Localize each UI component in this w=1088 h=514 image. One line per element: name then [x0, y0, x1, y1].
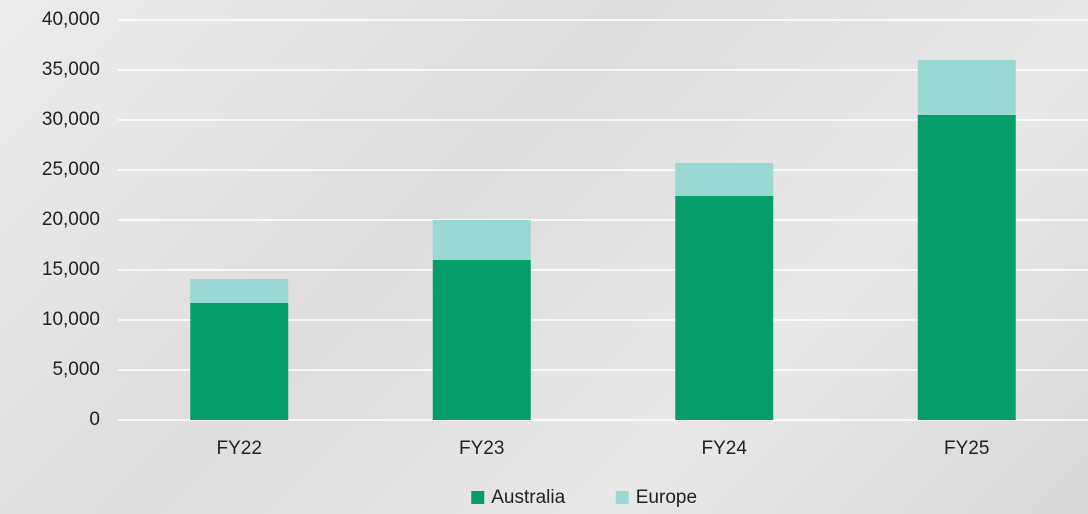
- bar-segment: [917, 60, 1016, 115]
- x-tick-label: FY22: [217, 438, 262, 459]
- y-tick-label: 10,000: [42, 309, 100, 330]
- x-tick-label: FY24: [702, 438, 748, 459]
- legend-label: Europe: [636, 487, 697, 508]
- legend-swatch: [471, 491, 485, 504]
- y-tick-label: 20,000: [42, 209, 100, 230]
- bar-segment: [432, 260, 531, 420]
- y-tick-label: 30,000: [42, 109, 100, 130]
- y-tick-label: 0: [89, 409, 100, 430]
- bar-segment: [675, 196, 774, 420]
- bar-segment: [190, 279, 289, 303]
- bar-segment: [190, 303, 289, 420]
- bar-segment: [675, 163, 774, 196]
- bar-segment: [917, 115, 1016, 420]
- legend-swatch: [615, 491, 629, 504]
- y-tick-label: 5,000: [52, 359, 100, 380]
- x-tick-label: FY25: [944, 438, 989, 459]
- y-tick-label: 15,000: [42, 259, 100, 280]
- legend-label: Australia: [491, 487, 565, 508]
- y-tick-label: 35,000: [42, 59, 100, 80]
- x-tick-label: FY23: [459, 438, 504, 459]
- bar-segment: [432, 220, 531, 260]
- y-tick-label: 25,000: [42, 159, 100, 180]
- y-tick-label: 40,000: [42, 9, 100, 30]
